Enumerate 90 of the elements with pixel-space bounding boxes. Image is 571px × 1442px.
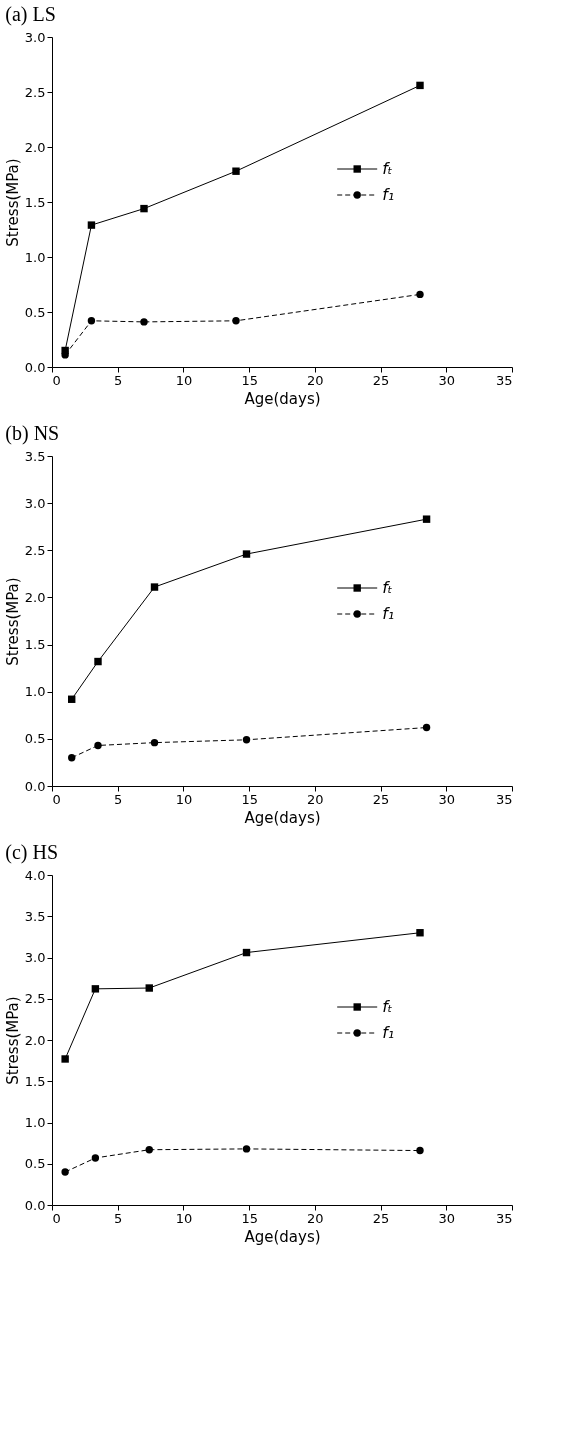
- x-tick-label: 20: [307, 1210, 324, 1226]
- y-tick-label: 0.0: [24, 359, 46, 375]
- y-tick-label: 2.5: [24, 84, 46, 100]
- x-tick-label: 35: [495, 372, 513, 388]
- y-tick-label: 2.0: [24, 139, 46, 155]
- point: [140, 204, 148, 213]
- point: [68, 754, 76, 762]
- legend-label: f₁: [382, 1023, 395, 1042]
- y-tick-label: 3.0: [24, 950, 46, 965]
- x-tick-label: 25: [372, 1210, 390, 1226]
- x-tick-label: 15: [241, 372, 258, 388]
- y-axis-title: Stress(MPa): [3, 158, 22, 247]
- point: [91, 1154, 100, 1162]
- x-axis-title: Age(days): [244, 1227, 321, 1246]
- point: [422, 515, 431, 523]
- point: [150, 738, 159, 747]
- point: [422, 723, 431, 732]
- x-axis-title: Age(days): [244, 808, 321, 827]
- y-tick-label: 2.5: [24, 542, 46, 558]
- x-tick-label: 15: [241, 1210, 258, 1226]
- x-tick-label: 20: [307, 791, 324, 807]
- point: [140, 318, 148, 326]
- y-tick-label: 3.5: [24, 908, 46, 924]
- y-tick-label: 0.0: [24, 778, 46, 794]
- point: [91, 985, 100, 993]
- x-tick-label: 0: [52, 372, 61, 388]
- point: [232, 317, 240, 325]
- point: [150, 583, 159, 591]
- point: [242, 736, 251, 744]
- y-tick-label: 3.0: [24, 29, 46, 45]
- point: [145, 984, 153, 992]
- point: [242, 550, 251, 558]
- y-tick-label: 2.0: [24, 1032, 46, 1048]
- point: [87, 221, 96, 229]
- point: [94, 741, 102, 750]
- x-tick-label: 35: [495, 1210, 513, 1226]
- x-tick-label: 10: [175, 372, 193, 388]
- chart-title: (a) LS: [5, 3, 56, 26]
- chart-title: (c) HS: [5, 841, 59, 864]
- y-tick-label: 3.5: [24, 448, 46, 464]
- x-tick-label: 10: [175, 1210, 193, 1226]
- chart-title: (b) NS: [5, 422, 60, 445]
- x-tick-label: 5: [114, 1210, 123, 1226]
- x-tick-label: 5: [114, 791, 123, 807]
- y-tick-label: 1.0: [24, 684, 46, 700]
- point: [87, 317, 96, 325]
- x-tick-label: 15: [241, 791, 258, 807]
- point: [416, 81, 424, 90]
- point: [61, 351, 69, 359]
- x-tick-label: 30: [438, 1210, 456, 1226]
- y-tick-label: 0.5: [24, 304, 46, 320]
- x-tick-label: 25: [372, 791, 390, 807]
- legend-label: fₜ: [382, 997, 393, 1016]
- x-tick-label: 0: [52, 1210, 61, 1226]
- x-tick-label: 35: [495, 791, 513, 807]
- point: [61, 1055, 69, 1063]
- point: [242, 1145, 251, 1153]
- x-axis-title: Age(days): [244, 389, 321, 408]
- y-tick-label: 2.0: [24, 589, 46, 605]
- y-axis-title: Stress(MPa): [3, 996, 22, 1085]
- y-tick-label: 0.5: [24, 1156, 46, 1172]
- y-tick-label: 1.0: [24, 249, 46, 265]
- y-tick-label: 1.5: [24, 194, 46, 210]
- y-tick-label: 1.5: [24, 637, 46, 653]
- x-tick-label: 5: [114, 372, 123, 388]
- x-tick-label: 30: [438, 372, 456, 388]
- point: [61, 1168, 69, 1176]
- legend-label: fₜ: [382, 159, 393, 178]
- y-tick-label: 3.0: [24, 495, 46, 511]
- legend-label: f₁: [382, 185, 395, 204]
- x-tick-label: 20: [307, 372, 324, 388]
- point: [145, 1146, 153, 1154]
- y-tick-label: 0.0: [24, 1197, 46, 1213]
- y-axis-title: Stress(MPa): [3, 577, 22, 666]
- y-tick-label: 4.0: [24, 867, 46, 883]
- y-tick-label: 1.5: [24, 1073, 46, 1089]
- x-tick-label: 0: [52, 791, 61, 807]
- point: [94, 657, 102, 666]
- legend-label: fₜ: [382, 578, 393, 597]
- point: [416, 290, 424, 299]
- y-tick-label: 2.5: [24, 991, 46, 1007]
- point: [232, 167, 240, 175]
- point: [416, 929, 424, 937]
- y-tick-label: 1.0: [24, 1115, 46, 1130]
- point: [416, 1146, 424, 1155]
- legend-label: f₁: [382, 604, 395, 623]
- x-tick-label: 30: [438, 791, 456, 807]
- y-tick-label: 0.5: [24, 731, 46, 747]
- x-tick-label: 10: [175, 791, 193, 807]
- x-tick-label: 25: [372, 372, 390, 388]
